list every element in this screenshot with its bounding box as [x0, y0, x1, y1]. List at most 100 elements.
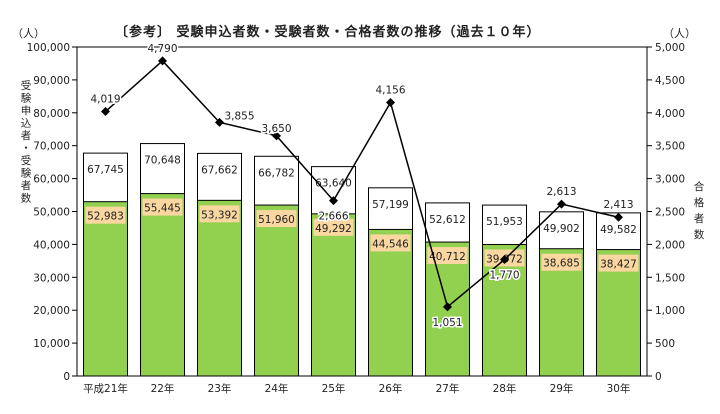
- right-tick-label: 4,000: [655, 108, 685, 120]
- examinees-label-box: [85, 206, 126, 224]
- examinees-value-label: 52,983: [87, 211, 124, 223]
- applicants-value-label: 63,640: [315, 178, 352, 190]
- x-tick-label: 22年: [151, 382, 175, 395]
- left-axis-label-char: 者: [21, 180, 32, 192]
- left-tick-label: 60,000: [33, 174, 70, 186]
- examinees-value-label: 55,445: [144, 203, 181, 215]
- left-axis-label-char: 者: [21, 130, 32, 142]
- examinees-value-label: 40,712: [429, 251, 466, 263]
- passers-value-label: 3,855: [224, 110, 254, 122]
- right-tick-label: 1,000: [655, 305, 685, 317]
- examinees-value-label: 38,685: [543, 258, 580, 270]
- left-axis-label: 受験申込者・受験者数: [21, 80, 32, 205]
- left-axis-label-char: 験: [21, 91, 32, 104]
- examinees-label-box: [427, 247, 468, 265]
- applicants-value-label: 67,745: [87, 164, 124, 176]
- passers-value-label: 4,156: [375, 85, 405, 97]
- right-tick-label: 2,500: [655, 207, 685, 219]
- passers-value-label: 4,019: [90, 94, 120, 106]
- left-axis-label-char: ・: [21, 142, 32, 154]
- examinees-value-label: 51,960: [258, 214, 295, 226]
- passers-marker: [158, 56, 167, 66]
- left-tick-label: 80,000: [33, 108, 70, 120]
- right-axis-label-char: 数: [694, 228, 705, 241]
- right-axis-unit: （人）: [663, 27, 696, 40]
- right-tick-label: 0: [655, 371, 662, 383]
- x-tick-label: 23年: [208, 382, 232, 395]
- examinees-label-box: [256, 210, 297, 228]
- applicants-value-label: 67,662: [201, 164, 238, 176]
- examinees-label-box: [199, 205, 240, 223]
- right-tick-label: 4,500: [655, 75, 685, 87]
- left-axis-label-char: 受: [21, 80, 32, 92]
- x-tick-label: 28年: [493, 382, 517, 395]
- right-axis: 0 500 1,000 1,500 2,000 2,500 3,000 3,500 4,000 4…: [647, 42, 685, 383]
- examinees-bar: [368, 228, 413, 377]
- left-tick-label: 0: [63, 371, 70, 383]
- bars: 67,745 52,983 70,648 55,445 67,662 53,392 66,7…: [83, 143, 641, 377]
- left-tick-label: 100,000: [27, 42, 70, 54]
- right-axis-label: 合格者数: [694, 180, 705, 241]
- passers-polyline: [105, 59, 619, 309]
- left-axis-label-char: 込: [21, 117, 32, 129]
- passers-value-label: 4,790: [147, 43, 177, 55]
- left-tick-label: 10,000: [33, 338, 70, 350]
- passers-value-label: 3,650: [261, 123, 291, 135]
- right-axis-label-char: 合: [694, 180, 705, 193]
- passers-line: 4,019 4,790 3,855 3,650 2,666 4,156 1,051 1,770…: [89, 41, 635, 330]
- left-tick-label: 90,000: [33, 75, 70, 87]
- left-tick-label: 30,000: [33, 272, 70, 284]
- right-tick-label: 3,000: [655, 174, 685, 186]
- examinees-label-box: [598, 254, 639, 272]
- left-axis-unit: （人）: [12, 27, 45, 40]
- examinees-value-label: 49,292: [315, 223, 352, 235]
- right-tick-label: 3,500: [655, 141, 685, 153]
- passers-value-label: 1,051: [432, 317, 462, 329]
- right-axis-label-char: 格: [694, 196, 705, 209]
- passers-value-label: 1,770: [489, 270, 519, 282]
- examinees-label-box: [541, 253, 582, 271]
- passers-value-label: 2,413: [603, 199, 633, 211]
- examinees-value-label: 53,392: [201, 209, 238, 221]
- examinees-label-box: [313, 218, 354, 236]
- x-tick-label: 24年: [265, 382, 289, 395]
- left-tick-label: 20,000: [33, 305, 70, 317]
- passers-marker: [614, 212, 623, 222]
- passers-marker: [386, 98, 395, 108]
- passers-value-label: 2,666: [318, 211, 348, 223]
- x-tick-label: 30年: [607, 382, 631, 395]
- passers-marker: [557, 199, 566, 209]
- passers-marker: [101, 107, 110, 117]
- left-tick-label: 50,000: [33, 207, 70, 219]
- applicants-value-label: 51,953: [486, 216, 523, 228]
- right-tick-label: 5,000: [655, 42, 685, 54]
- examinees-value-label: 38,427: [600, 259, 637, 271]
- chart-title: 〔参考〕 受験申込者数・受験者数・合格者数の推移（過去１０年）: [115, 24, 541, 40]
- x-axis: 平成21年 22年 23年 24年 25年 26年 27年 28年 29年 30年: [83, 382, 630, 395]
- applicants-value-label: 70,648: [144, 155, 181, 167]
- applicants-value-label: 52,612: [429, 214, 466, 226]
- applicants-value-label: 57,199: [372, 199, 409, 211]
- left-axis-label-char: 申: [21, 104, 32, 117]
- right-axis-label-char: 者: [694, 213, 705, 225]
- passers-marker: [329, 196, 338, 206]
- examinees-bar: [254, 204, 299, 377]
- right-tick-label: 2,000: [655, 239, 685, 251]
- passers-value-label: 2,613: [546, 186, 576, 198]
- examinees-bar: [197, 199, 242, 377]
- left-axis-label-char: 数: [21, 191, 32, 204]
- left-axis-label-char: 受: [21, 155, 32, 167]
- left-tick-label: 40,000: [33, 239, 70, 251]
- x-tick-label: 26年: [379, 382, 403, 395]
- passers-marker: [215, 117, 224, 127]
- left-tick-label: 70,000: [33, 141, 70, 153]
- examinees-label-box: [142, 198, 183, 216]
- examinees-bar: [140, 193, 185, 377]
- right-tick-label: 500: [655, 338, 675, 350]
- examinees-bar: [83, 201, 128, 377]
- applicants-value-label: 49,902: [543, 223, 580, 235]
- x-tick-label: 平成21年: [83, 382, 128, 395]
- examinees-bar: [311, 213, 356, 377]
- passers-marker: [500, 255, 509, 265]
